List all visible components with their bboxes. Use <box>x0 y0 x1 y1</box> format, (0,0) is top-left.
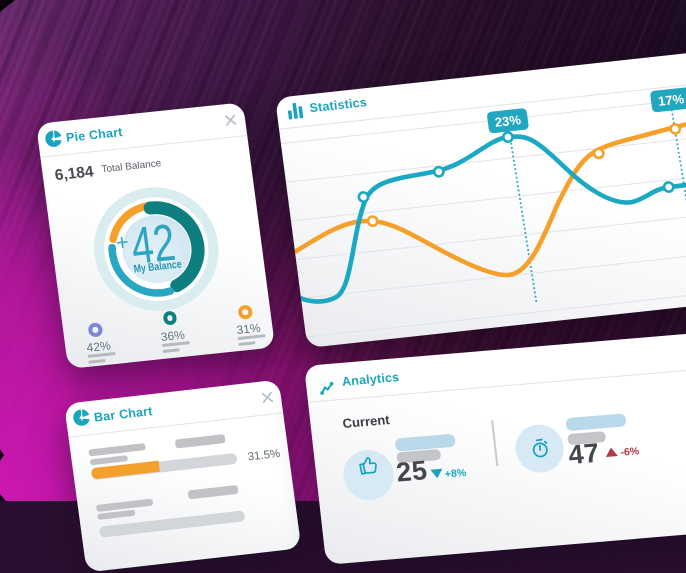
svg-text:23%: 23% <box>494 112 522 130</box>
svg-text:17%: 17% <box>657 91 685 109</box>
